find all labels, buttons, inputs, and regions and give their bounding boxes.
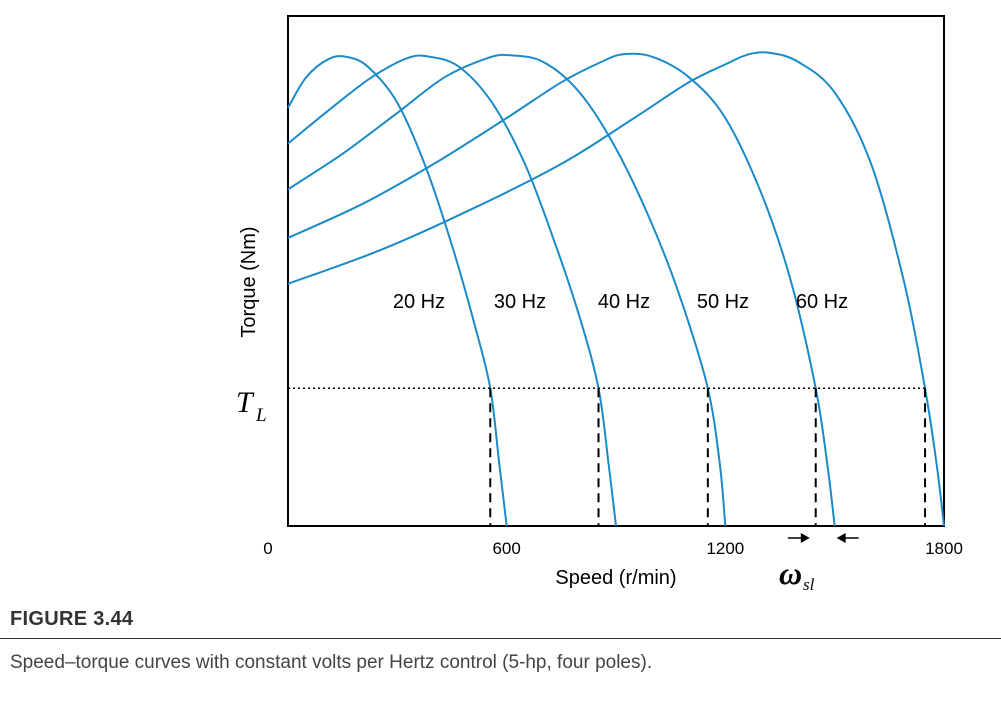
series-curve-20hz: [287, 55, 508, 527]
x-tick-label: 0: [263, 539, 272, 558]
load-torque-label: T L: [236, 386, 267, 426]
curves: [287, 51, 945, 527]
x-tick-label: 1800: [925, 539, 963, 558]
slip-label: ω sl: [779, 555, 815, 594]
figure-title: FIGURE 3.44: [10, 608, 134, 630]
chart: 20 Hz 30 Hz 40 Hz 50 Hz 60 Hz 0 600 1200 1800 S…: [236, 15, 963, 594]
series-label: 60 Hz: [796, 291, 848, 313]
slip-arrowhead-right: [836, 533, 846, 543]
svg-text:sl: sl: [803, 575, 815, 594]
series-curve-30hz: [287, 54, 617, 527]
x-tick-labels: 0 600 1200 1800: [263, 539, 963, 558]
series-label: 40 Hz: [598, 291, 650, 313]
plot-frame: [287, 15, 945, 527]
svg-text:L: L: [255, 405, 267, 426]
figure-caption: Speed–torque curves with constant volts …: [10, 652, 653, 673]
svg-text:T: T: [236, 386, 255, 419]
series-label: 20 Hz: [393, 291, 445, 313]
x-tick-label: 1200: [706, 539, 744, 558]
y-axis-label: Torque (Nm): [238, 226, 260, 337]
frequency-labels: 20 Hz 30 Hz 40 Hz 50 Hz 60 Hz: [393, 291, 848, 313]
drop-lines: [489, 388, 927, 526]
series-curve-60hz: [287, 51, 945, 527]
x-axis-label: Speed (r/min): [555, 567, 676, 589]
svg-text:ω: ω: [779, 555, 802, 591]
caption-divider: [0, 638, 1001, 639]
slip-arrowhead-left: [800, 533, 810, 543]
series-label: 30 Hz: [494, 291, 546, 313]
x-tick-label: 600: [492, 539, 520, 558]
slip-annotation: [787, 533, 859, 543]
series-label: 50 Hz: [697, 291, 749, 313]
series-curve-40hz: [287, 53, 727, 527]
series-curve-50hz: [287, 52, 836, 527]
